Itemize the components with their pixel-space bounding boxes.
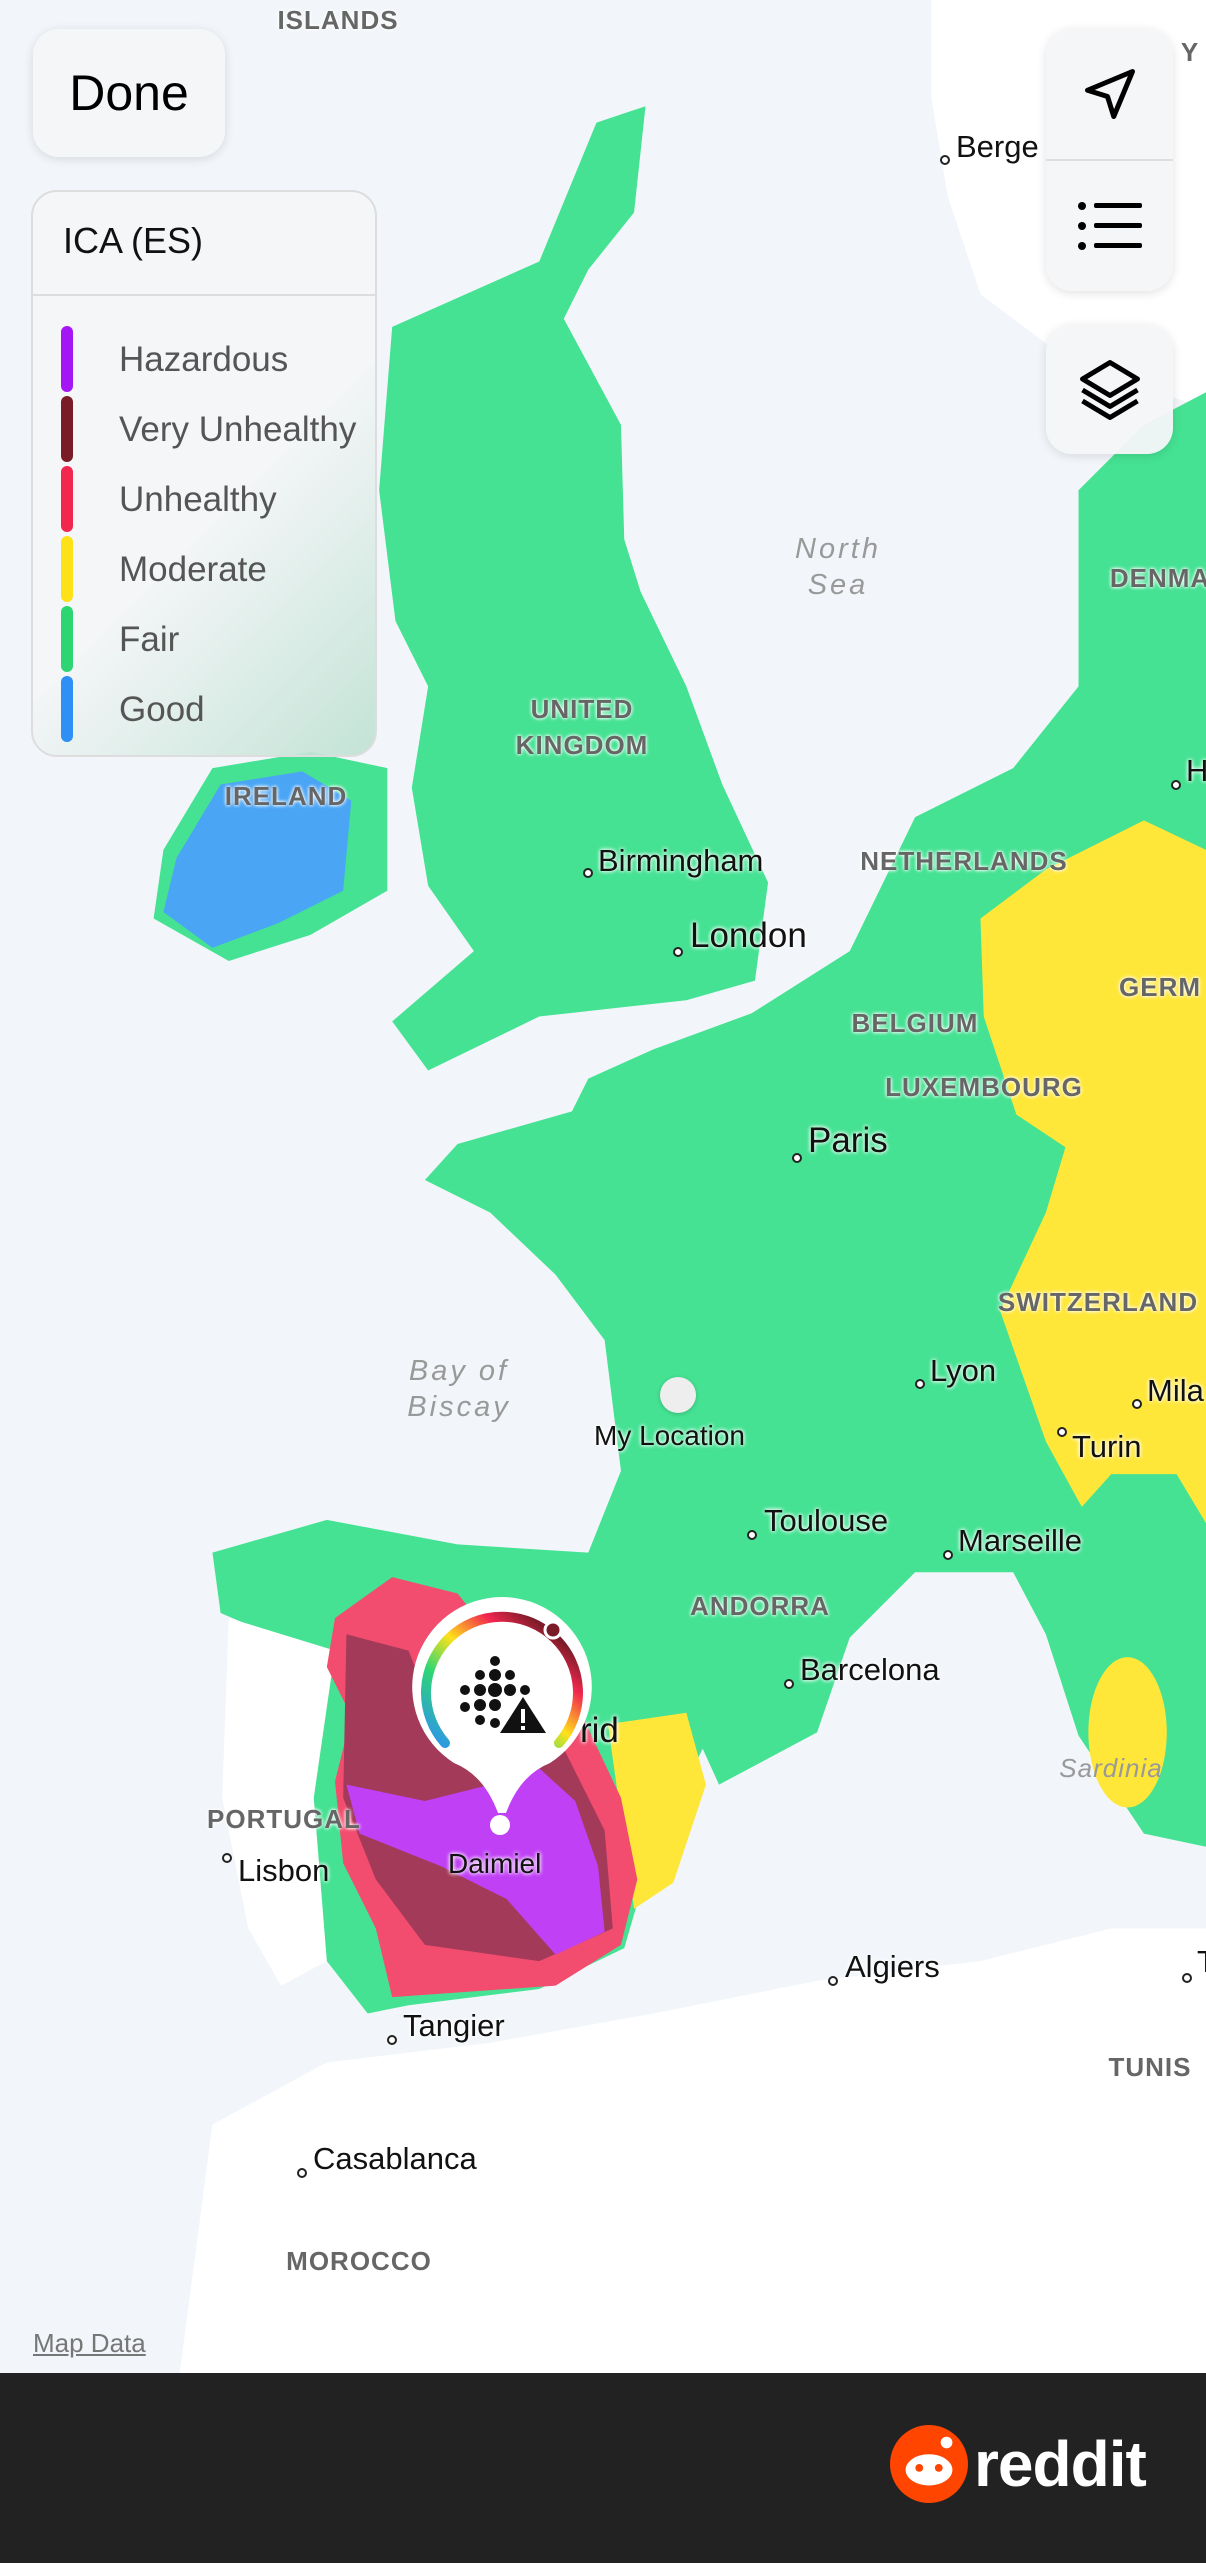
color-swatch [61, 606, 73, 672]
label-denmark: DENMA [1109, 563, 1206, 593]
region-moderate-central [980, 820, 1206, 1524]
city-dot [828, 1976, 838, 1986]
color-swatch [61, 326, 73, 392]
done-button[interactable]: Done [33, 29, 225, 157]
reddit-logo: reddit [890, 2425, 1147, 2503]
city-lyon[interactable]: Lyon [930, 1353, 997, 1388]
air-quality-marker[interactable] [410, 1595, 594, 1835]
city-tangier[interactable]: Tangier [403, 2008, 505, 2043]
city-dot [1057, 1427, 1067, 1437]
map-data-link[interactable]: Map Data [33, 2328, 146, 2358]
color-swatch [61, 676, 73, 742]
legend-item-unhealthy: Unhealthy [61, 466, 361, 536]
my-location-dot[interactable] [660, 1377, 696, 1413]
legend-label: Moderate [119, 550, 267, 589]
label-bay-of-biscay: Bay of Biscay [407, 1355, 511, 1423]
city-dot [1182, 1973, 1192, 1983]
city-dot [747, 1530, 757, 1540]
label-sardinia: Sardinia [1059, 1753, 1163, 1783]
city-dot [792, 1153, 802, 1163]
legend-label: Fair [119, 620, 180, 659]
city-dot [387, 2035, 397, 2045]
city-barcelona[interactable]: Barcelona [800, 1652, 940, 1687]
land-africa [179, 1928, 1206, 2373]
map-controls [1046, 29, 1173, 291]
label-andorra: ANDORRA [690, 1591, 830, 1621]
label-ireland: IRELAND [224, 781, 348, 811]
label-tunisia: TUNIS [1108, 2052, 1192, 2082]
label-switzerland: SWITZERLAND [997, 1287, 1199, 1317]
city-dot [940, 155, 950, 165]
city-h[interactable]: H [1186, 753, 1206, 788]
footer-bar: reddit [0, 2373, 1206, 2563]
city-milan[interactable]: Mila [1147, 1373, 1204, 1408]
legend-item-moderate: Moderate [61, 536, 361, 606]
region-hazardous-spain [346, 1768, 605, 1955]
city-dot [943, 1550, 953, 1560]
city-turin[interactable]: Turin [1072, 1429, 1142, 1464]
city-paris[interactable]: Paris [808, 1121, 888, 1160]
city-marseille[interactable]: Marseille [958, 1523, 1083, 1558]
location-button[interactable] [1046, 29, 1173, 159]
divider [1046, 159, 1173, 161]
city-dot [673, 947, 683, 957]
list-icon [1077, 202, 1142, 250]
city-dot [583, 868, 593, 878]
label-portugal: PORTUGAL [207, 1804, 361, 1834]
land-portugal [222, 1617, 335, 1986]
label-morocco: MOROCCO [286, 2246, 432, 2276]
brand-text: reddit [974, 2428, 1147, 2500]
legend-item-good: Good [61, 676, 361, 746]
legend-item-fair: Fair [61, 606, 361, 676]
city-madrid[interactable]: rid [580, 1711, 619, 1750]
city-bergen[interactable]: Berge [956, 129, 1039, 164]
city-dot [1171, 780, 1181, 790]
legend-item-hazardous: Hazardous [61, 326, 361, 396]
aqi-legend: ICA (ES) Hazardous Very Unhealthy Unheal… [31, 190, 377, 757]
label-belgium: BELGIUM [851, 1008, 979, 1038]
city-toulouse[interactable]: Toulouse [764, 1503, 889, 1538]
region-fair-uk [379, 106, 769, 1071]
label-germany: GERM [1119, 972, 1201, 1002]
city-birmingham[interactable]: Birmingham [598, 843, 764, 878]
legend-label: Unhealthy [119, 480, 277, 519]
layers-icon [1079, 360, 1140, 420]
legend-label: Good [119, 690, 205, 729]
city-london[interactable]: London [690, 916, 807, 955]
city-dot [297, 2168, 307, 2178]
label-uk: UNITED KINGDOM [515, 694, 649, 760]
legend-label: Very Unhealthy [119, 410, 357, 449]
color-swatch [61, 536, 73, 602]
label-norway: Y [1180, 37, 1200, 67]
list-button[interactable] [1046, 161, 1173, 291]
label-islands: ISLANDS [277, 5, 399, 35]
air-particles-warning-icon [460, 1655, 550, 1735]
label-netherlands: NETHERLANDS [860, 846, 1068, 876]
city-lisbon[interactable]: Lisbon [238, 1853, 330, 1888]
city-daimiel[interactable]: Daimiel [448, 1848, 542, 1879]
city-dot [1132, 1399, 1142, 1409]
layers-button[interactable] [1046, 325, 1173, 454]
city-t[interactable]: T [1197, 1944, 1206, 1980]
city-casablanca[interactable]: Casablanca [313, 2141, 477, 2176]
location-arrow-icon [1084, 69, 1135, 119]
city-algiers[interactable]: Algiers [845, 1949, 940, 1984]
city-dot [222, 1853, 232, 1863]
legend-label: Hazardous [119, 340, 289, 379]
color-swatch [61, 396, 73, 462]
label-north-sea: North Sea [795, 533, 881, 601]
legend-title: ICA (ES) [33, 192, 375, 296]
region-moderate-sardinia [1088, 1657, 1167, 1808]
city-dot [784, 1679, 794, 1689]
label-luxembourg: LUXEMBOURG [885, 1072, 1083, 1102]
legend-item-very-unhealthy: Very Unhealthy [61, 396, 361, 466]
region-good-ireland [163, 771, 352, 948]
label-my-location: My Location [594, 1420, 745, 1451]
color-swatch [61, 466, 73, 532]
city-dot [915, 1379, 925, 1389]
